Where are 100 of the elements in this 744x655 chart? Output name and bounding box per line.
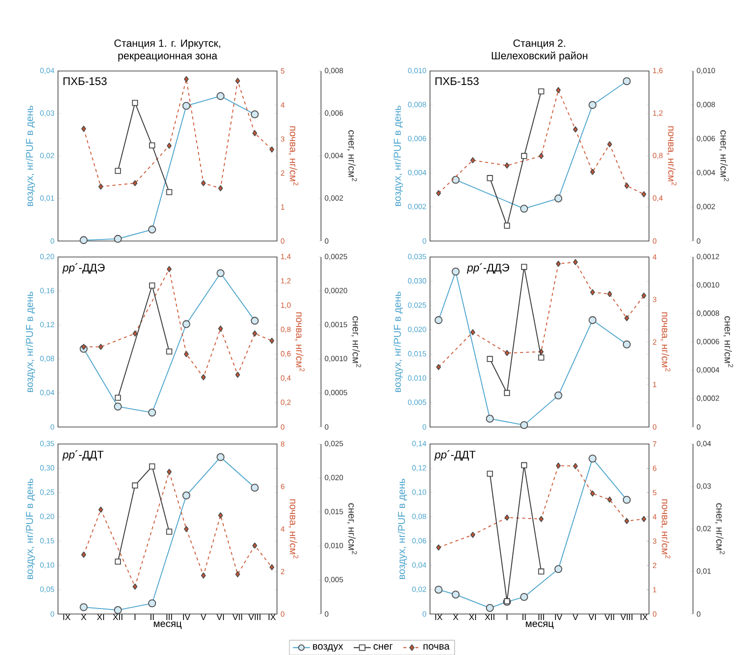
legend-label: почва	[424, 644, 450, 650]
point	[81, 344, 86, 350]
x-tick-label: IX	[435, 614, 442, 620]
chart-title: Станция 2.	[513, 39, 566, 49]
point	[98, 184, 104, 190]
x-tick-label: IX	[63, 614, 70, 620]
point	[504, 162, 510, 169]
point	[218, 512, 223, 518]
x-tick-label: I	[134, 614, 136, 620]
point	[538, 152, 544, 160]
point	[470, 532, 476, 538]
y-axis-title: воздух, нг/PUF в день	[398, 478, 408, 579]
point	[607, 496, 612, 503]
point	[556, 462, 561, 469]
x-tick-label: VIII	[248, 614, 260, 620]
point	[486, 470, 493, 477]
point	[166, 348, 172, 355]
chart-title: Станция 1. г. Иркутск,	[114, 39, 220, 49]
point	[235, 372, 240, 378]
point	[573, 463, 578, 470]
x-tick-label: V	[572, 614, 578, 620]
point	[641, 292, 646, 299]
y2-axis-title: почва, нг/см$^{2}$	[288, 126, 298, 186]
y-axis-title: воздух, нг/PUF в день	[26, 292, 36, 392]
x-tick-label: IV	[183, 614, 190, 620]
point	[538, 88, 544, 94]
x-tick-label: VI	[216, 614, 224, 620]
point	[81, 552, 86, 558]
x-tick-label: X	[453, 614, 458, 620]
legend-label: снег	[374, 644, 393, 650]
point	[166, 266, 172, 272]
point	[624, 518, 630, 524]
point	[504, 390, 510, 396]
point	[132, 584, 138, 590]
point	[641, 516, 646, 522]
point	[573, 259, 578, 266]
point	[607, 141, 612, 148]
annotation: pp´-ДДЭ	[466, 263, 510, 274]
x-tick-label: II	[522, 614, 526, 620]
point	[521, 264, 528, 270]
point	[538, 516, 544, 522]
point	[436, 190, 441, 196]
chart-subtitle: Шелеховский район	[492, 51, 588, 62]
point	[149, 282, 156, 289]
point	[114, 394, 121, 401]
x-axis-title: месяц	[526, 622, 554, 629]
annotation: pp´-ДДЭ	[62, 263, 105, 274]
point	[538, 568, 544, 575]
point	[556, 87, 561, 94]
y2-axis-title: почва, нг/см$^{2}$	[660, 312, 670, 372]
x-tick-label: VII	[604, 614, 614, 620]
point	[218, 185, 223, 192]
point	[269, 146, 274, 153]
annotation: ПХБ-153	[64, 77, 107, 86]
point	[166, 528, 172, 535]
point	[132, 100, 138, 106]
point	[132, 330, 138, 337]
point	[166, 189, 172, 196]
point	[184, 76, 189, 82]
y2-axis-title: почва, нг/см$^{2}$	[666, 126, 677, 186]
point	[641, 191, 646, 198]
x-tick-label: VII	[232, 614, 242, 620]
point	[590, 289, 595, 296]
y3-axis-title: снег, нг/см$^{2}$	[723, 316, 734, 368]
point	[486, 175, 493, 182]
point	[201, 572, 206, 579]
point	[470, 329, 476, 336]
x-tick-label: XI	[468, 614, 476, 620]
y2-axis-title: почва, нг/см$^{2}$	[660, 499, 670, 558]
y3-axis-title: снег, нг/см$^{2}$	[719, 130, 729, 182]
y3-axis-title: снег, нг/см$^{2}$	[347, 503, 357, 554]
x-tick-label: XII	[112, 614, 122, 620]
point	[624, 182, 630, 189]
x-tick-label: IX	[268, 614, 276, 620]
point	[486, 356, 493, 362]
y2-axis-title: почва, нг/см$^{2}$	[294, 312, 305, 372]
x-tick-label: VI	[588, 614, 596, 620]
point	[235, 571, 240, 578]
y-axis-title: воздух, нг/PUF в день	[26, 478, 36, 579]
y-axis-title: воздух, нг/PUF в день	[394, 106, 403, 206]
point	[436, 364, 441, 370]
y2-axis-title: почва, нг/см$^{2}$	[288, 499, 298, 558]
point	[252, 330, 258, 337]
x-tick-label: XI	[96, 614, 104, 620]
point	[184, 526, 189, 532]
point	[166, 468, 172, 475]
point	[538, 354, 544, 361]
x-tick-label: IX	[640, 614, 648, 620]
point	[573, 126, 578, 132]
point	[521, 152, 528, 160]
point	[201, 180, 206, 186]
y3-axis-title: снег, нг/см$^{2}$	[347, 130, 357, 182]
annotation: ПХБ-153	[436, 77, 479, 86]
point	[269, 338, 274, 344]
y3-axis-title: снег, нг/см$^{2}$	[714, 503, 725, 554]
point	[436, 544, 441, 550]
x-tick-label: I	[506, 614, 508, 620]
point	[114, 558, 121, 565]
x-tick-label: II	[150, 614, 154, 620]
chart-subtitle: рекреационная зона	[118, 54, 218, 62]
